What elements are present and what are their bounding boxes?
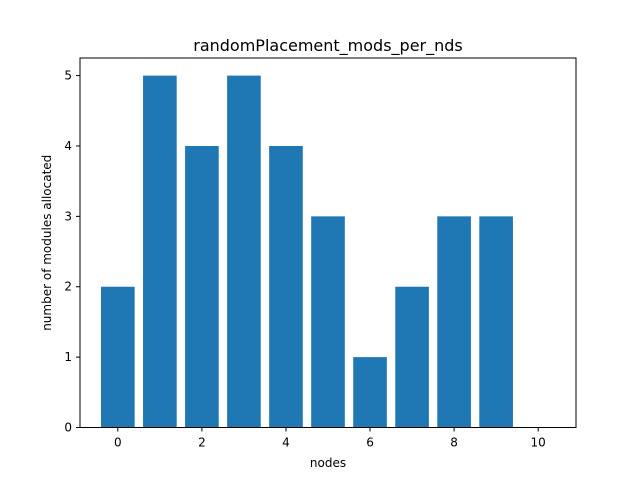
x-tick-label: 10 xyxy=(531,436,546,450)
y-tick-label: 5 xyxy=(64,69,72,83)
bars-group xyxy=(101,75,513,428)
bar-node-7 xyxy=(395,286,429,428)
y-tick-label: 4 xyxy=(64,139,72,153)
chart-title: randomPlacement_mods_per_nds xyxy=(193,36,463,56)
x-tick-label: 4 xyxy=(282,436,290,450)
y-axis-label: number of modules allocated xyxy=(40,155,54,331)
bar-node-0 xyxy=(101,286,135,428)
y-tick-label: 1 xyxy=(64,350,72,364)
x-tick-label: 2 xyxy=(198,436,206,450)
bar-node-4 xyxy=(269,145,303,428)
y-tick-label: 3 xyxy=(64,209,72,223)
x-tick-label: 8 xyxy=(450,436,458,450)
bar-node-6 xyxy=(353,357,387,428)
plot-frame xyxy=(79,57,577,428)
bar-node-2 xyxy=(185,145,219,428)
bar-node-8 xyxy=(437,216,471,428)
bar-node-9 xyxy=(479,216,513,428)
bar-node-5 xyxy=(311,216,345,428)
x-axis-label: nodes xyxy=(310,456,346,470)
x-tick-label: 6 xyxy=(366,436,374,450)
y-axis-ticks: 0 1 2 3 4 5 xyxy=(64,69,80,435)
y-tick-label: 0 xyxy=(64,421,72,435)
bar-node-3 xyxy=(227,75,261,428)
bar-node-1 xyxy=(143,75,177,428)
y-tick-label: 2 xyxy=(64,280,72,294)
x-tick-label: 0 xyxy=(114,436,122,450)
x-axis-ticks: 0 2 4 6 8 10 xyxy=(114,427,546,450)
